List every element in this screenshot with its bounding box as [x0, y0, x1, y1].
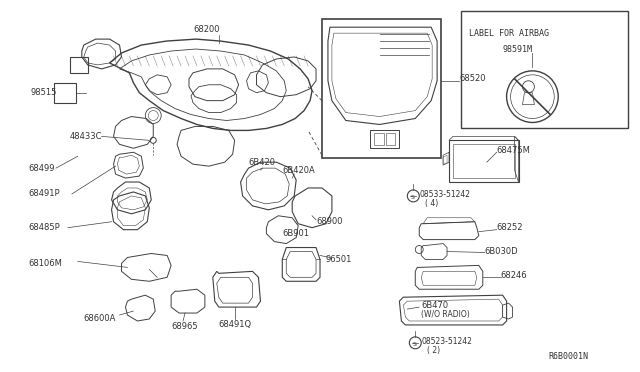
Text: 68252: 68252: [497, 223, 523, 232]
Bar: [322, 19, 441, 158]
Bar: [70, 57, 88, 73]
Text: 68491Q: 68491Q: [219, 320, 252, 330]
Text: ( 2): ( 2): [427, 346, 440, 355]
Bar: [370, 131, 399, 148]
Text: 96501: 96501: [326, 255, 353, 264]
Text: 68246: 68246: [500, 271, 527, 280]
Text: 6B470: 6B470: [421, 301, 449, 310]
Text: 6B901: 6B901: [282, 229, 309, 238]
Text: 68900: 68900: [316, 217, 342, 226]
Text: ( 4): ( 4): [425, 199, 438, 208]
Bar: [461, 11, 628, 128]
Text: 6B420A: 6B420A: [282, 166, 315, 174]
Text: 98591M: 98591M: [502, 45, 532, 54]
Text: 6B030D: 6B030D: [484, 247, 518, 256]
Text: 68200: 68200: [193, 25, 220, 34]
Bar: [374, 134, 383, 145]
Text: 6B420: 6B420: [248, 158, 276, 167]
Text: 68106M: 68106M: [28, 259, 62, 268]
Text: R6B0001N: R6B0001N: [548, 352, 588, 361]
Text: LABEL FOR AIRBAG: LABEL FOR AIRBAG: [469, 29, 549, 38]
Text: 68491P: 68491P: [28, 189, 60, 198]
Bar: [385, 134, 396, 145]
Text: 68485P: 68485P: [28, 223, 60, 232]
Bar: [453, 144, 515, 178]
Text: S: S: [410, 195, 414, 201]
Text: 68520: 68520: [459, 74, 486, 83]
Text: S: S: [412, 342, 416, 347]
Text: 68475M: 68475M: [497, 146, 531, 155]
Bar: [54, 83, 76, 103]
Text: 48433C: 48433C: [70, 132, 102, 141]
Text: 08523-51242: 08523-51242: [421, 337, 472, 346]
Text: 68965: 68965: [171, 323, 198, 331]
Text: 68499: 68499: [28, 164, 54, 173]
Bar: [449, 140, 518, 182]
Text: 08533-51242: 08533-51242: [419, 190, 470, 199]
Text: 98515: 98515: [30, 88, 56, 97]
Text: 68600A: 68600A: [84, 314, 116, 324]
Text: (W/O RADIO): (W/O RADIO): [421, 310, 470, 318]
